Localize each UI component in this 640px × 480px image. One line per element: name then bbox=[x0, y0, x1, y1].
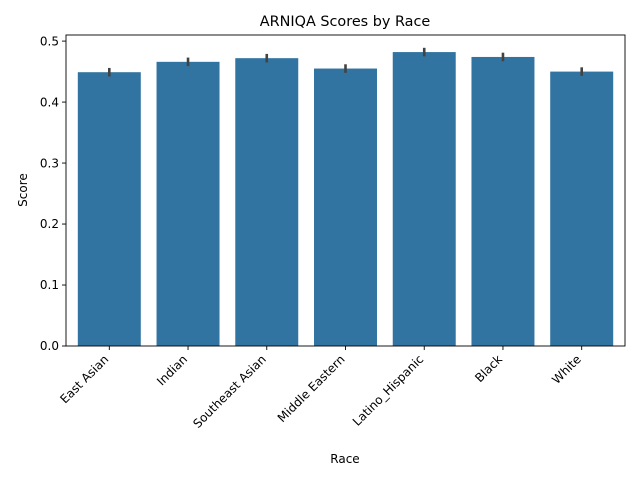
chart-title: ARNIQA Scores by Race bbox=[260, 14, 431, 30]
bar-6 bbox=[550, 71, 614, 347]
x-axis: East Asian Indian Southeast Asian Middle Ea… bbox=[57, 346, 584, 431]
y-tick-label-5: 0.5 bbox=[40, 34, 59, 48]
x-axis-label: Race bbox=[330, 452, 359, 466]
y-axis-label: Score bbox=[16, 173, 30, 207]
bar-4 bbox=[392, 52, 456, 346]
bar-3 bbox=[314, 68, 377, 346]
bars-group bbox=[77, 52, 614, 347]
x-tick-label-0: East Asian bbox=[57, 352, 111, 406]
y-tick-label-4: 0.4 bbox=[40, 95, 59, 109]
x-tick-label-3: Middle Eastern bbox=[275, 352, 348, 425]
error-bars-group bbox=[108, 47, 583, 77]
y-axis: 0.0 0.1 0.2 0.3 0.4 0.5 bbox=[40, 34, 66, 353]
y-tick-label-2: 0.2 bbox=[40, 217, 59, 231]
bar-5 bbox=[471, 56, 535, 346]
plot-frame bbox=[65, 34, 626, 347]
y-tick-label-1: 0.1 bbox=[40, 278, 59, 292]
x-tick-label-2: Southeast Asian bbox=[190, 352, 269, 431]
x-tick-label-1: Indian bbox=[154, 352, 190, 388]
x-tick-label-5: Black bbox=[472, 352, 505, 385]
bar-2 bbox=[235, 58, 299, 347]
bar-1 bbox=[156, 61, 220, 347]
x-tick-label-6: White bbox=[549, 352, 584, 387]
y-tick-label-3: 0.3 bbox=[40, 156, 59, 170]
x-tick-label-4: Latino_Hispanic bbox=[350, 352, 426, 428]
bar-0 bbox=[77, 72, 141, 347]
y-tick-label-0: 0.0 bbox=[40, 339, 59, 353]
